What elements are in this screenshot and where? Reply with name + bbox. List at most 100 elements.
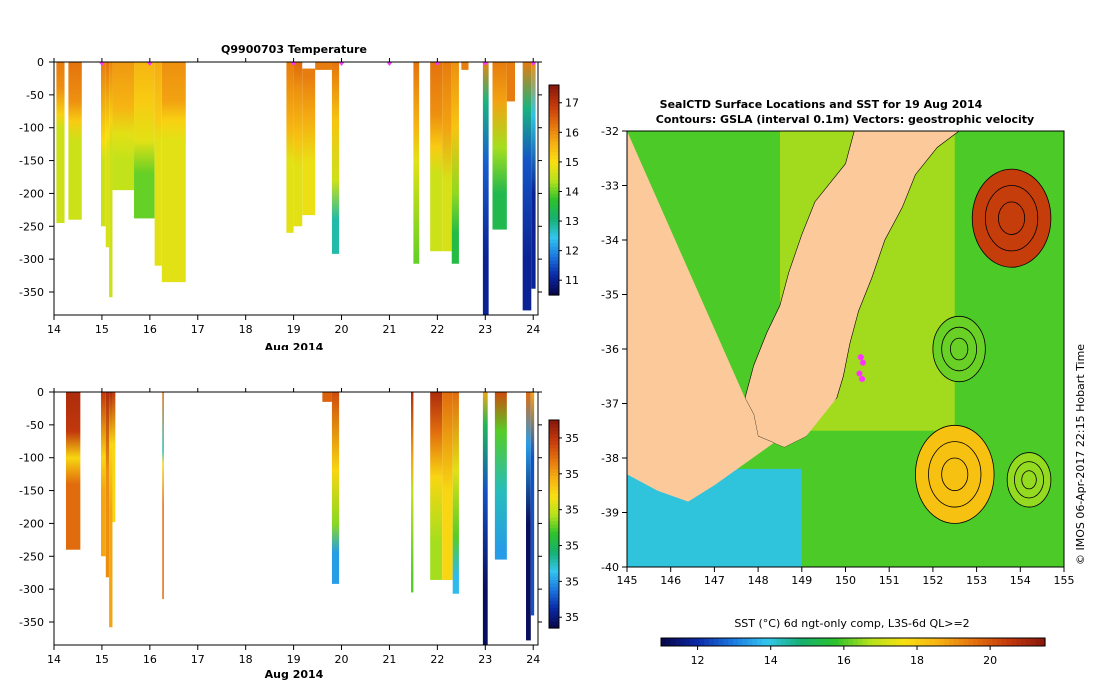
sst-colorbar-cell (963, 638, 969, 646)
x-tick-label: 21 (382, 323, 396, 336)
salinity-x-ticks: 14 15 16 17 18 19 20 21 22 23 24 (47, 388, 540, 666)
sst-field (627, 131, 1064, 567)
sst-colorbar-cell (742, 638, 748, 646)
gsla-contour (998, 201, 1026, 235)
colorbar-cell (549, 239, 559, 244)
colorbar-cell (549, 520, 559, 525)
gsla-contour (932, 315, 986, 383)
y-tick-label: -350 (19, 616, 44, 629)
colorbar-cell (549, 593, 559, 598)
x-tick-label: 24 (526, 323, 540, 336)
colorbar-cell (549, 141, 559, 146)
map-x-tick-label: 146 (660, 574, 681, 587)
sst-colorbar-cell (790, 638, 796, 646)
sst-colorbar-cell (915, 638, 921, 646)
profile-marker (386, 62, 393, 66)
colorbar-cell (549, 489, 559, 494)
sst-colorbar-cell (1021, 638, 1027, 646)
colorbar-cell (549, 253, 559, 258)
sst-colorbar-cell (829, 638, 835, 646)
map-y-tick-label: -36 (601, 343, 619, 356)
profile-bar (506, 62, 515, 102)
colorbar-cell (549, 190, 559, 195)
y-tick-label: -100 (19, 122, 44, 135)
sst-colorbar-cell (1040, 638, 1046, 646)
gsla-contour (928, 441, 982, 508)
colorbar-cell (549, 165, 559, 170)
seal-marker (859, 375, 866, 382)
gsla-contour (941, 326, 977, 372)
colorbar-cell (549, 454, 559, 459)
eddy-patch (915, 425, 995, 524)
sst-colorbar-cell (857, 638, 864, 646)
sst-colorbar-cell (901, 638, 907, 646)
map-y-tick-label: -38 (601, 452, 619, 465)
colorbar-cell (549, 461, 559, 466)
x-tick-label: 18 (239, 653, 253, 666)
profile-bar (451, 62, 459, 264)
sst-colorbar-cell (973, 638, 979, 646)
sst-colorbar-cell (872, 638, 878, 646)
colorbar-cell (549, 179, 559, 184)
colorbar-tick-label: 35.6 (565, 468, 580, 481)
profile-bar (322, 392, 332, 402)
x-tick-label: 20 (335, 323, 349, 336)
eddy-patch (972, 169, 1051, 268)
colorbar-cell (549, 148, 559, 153)
sst-colorbar-cell (886, 638, 892, 646)
colorbar-cell (549, 596, 559, 601)
sst-colorbar-cell (958, 638, 964, 646)
colorbar-cell (549, 451, 559, 456)
sst-colorbar-cell (776, 638, 782, 646)
profile-bar (286, 62, 294, 233)
profile-bar (331, 62, 340, 254)
x-tick-label: 19 (287, 323, 301, 336)
colorbar-cell (549, 492, 559, 497)
profile-bar (56, 62, 65, 223)
map-y-tick-label: -37 (601, 398, 619, 411)
salinity-colorbar: 35.2 35.3 35.4 35.5 35.6 35.7 (548, 419, 580, 629)
seal-marker (856, 370, 863, 377)
colorbar-cell (549, 558, 559, 563)
sst-colorbar-cell (1035, 638, 1041, 646)
map-y-tick-label: -33 (601, 180, 619, 193)
gsla-contour (1006, 452, 1052, 508)
colorbar-cell (549, 527, 559, 532)
colorbar-cell (549, 551, 559, 556)
colorbar-cell (549, 610, 559, 615)
salinity-chart: 14 15 16 17 18 19 20 21 22 23 24 0 -50 -100 -150 -200 -… (19, 386, 580, 681)
colorbar-cell (549, 197, 559, 202)
colorbar-cell (549, 614, 559, 619)
colorbar-cell (549, 116, 559, 121)
sst-colorbar-cell (728, 638, 734, 646)
colorbar-cell (549, 482, 559, 487)
colorbar-tick-label: 35.5 (565, 504, 580, 517)
x-tick-label: 15 (95, 323, 109, 336)
sst-colorbar-cell (665, 638, 672, 646)
colorbar-cell (549, 458, 559, 463)
y-tick-label: -100 (19, 452, 44, 465)
colorbar-cell (549, 624, 559, 629)
temperature-chart: Q9900703 Temperature 14 15 16 17 18 19 20 21 22 2… (19, 43, 579, 350)
y-tick-label: -300 (19, 253, 44, 266)
colorbar-cell (549, 204, 559, 209)
sst-colorbar-cell (833, 638, 840, 646)
colorbar-cell (549, 572, 559, 577)
colorbar-tick-label: 35.3 (565, 575, 580, 588)
seal-marker (859, 359, 866, 366)
x-tick-label: 17 (191, 653, 205, 666)
colorbar-cell (549, 158, 559, 163)
x-tick-label: 18 (239, 323, 253, 336)
sst-colorbar-cell (761, 638, 768, 646)
x-tick-label: 17 (191, 323, 205, 336)
sst-colorbar-cell (819, 638, 825, 646)
eddy-patch (1007, 452, 1051, 508)
sst-colorbar-cell (785, 638, 792, 646)
temperature-title: Q9900703 Temperature (221, 43, 367, 56)
colorbar-cell (549, 162, 559, 167)
colorbar-cell (549, 277, 559, 282)
profile-bar (452, 392, 459, 594)
colorbar-cell (549, 127, 559, 132)
colorbar-cell (549, 468, 559, 473)
sst-colorbar-cell (670, 638, 676, 646)
